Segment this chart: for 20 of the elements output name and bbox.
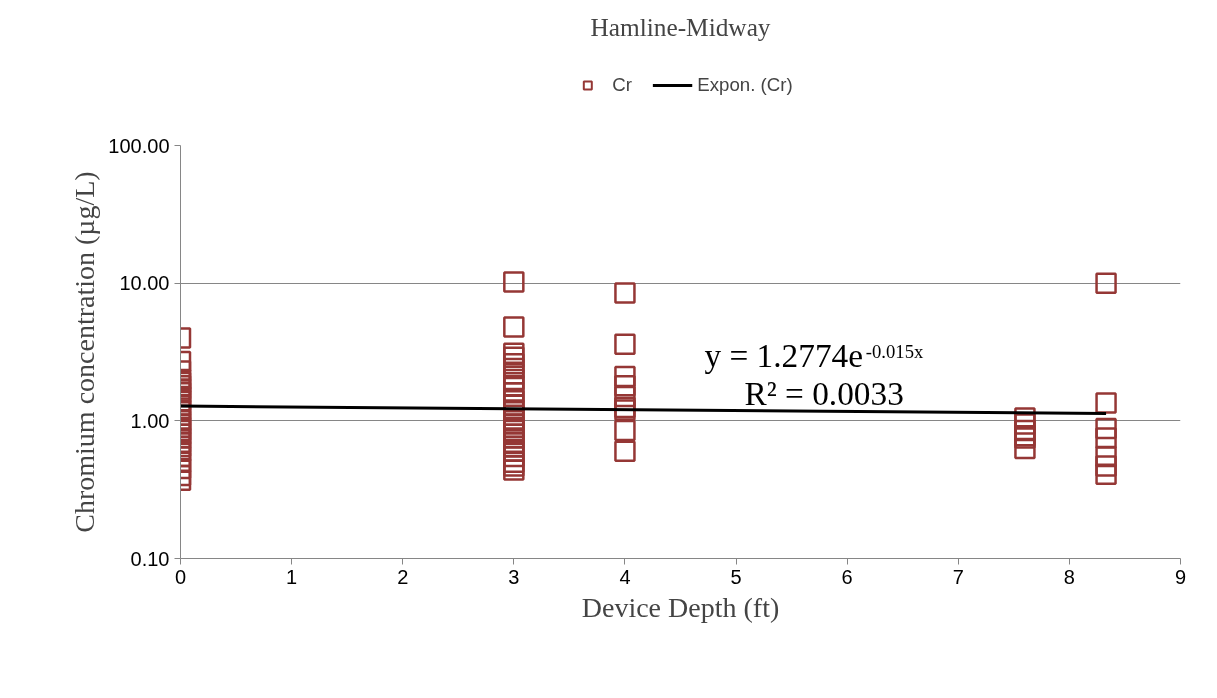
x-tick-label: 1 (286, 565, 298, 588)
x-tick-label: 7 (952, 565, 964, 588)
y-tick-label: 0.10 (130, 547, 170, 570)
x-tick-label: 2 (397, 565, 409, 588)
x-tick-label: 5 (730, 565, 742, 588)
annotation: R² = 0.0033 (744, 374, 904, 412)
x-tick-label: 0 (174, 565, 187, 588)
x-axis-title: Device Depth (ft) (581, 591, 780, 623)
x-tick-label: 4 (619, 565, 631, 588)
x-tick-label: 3 (508, 565, 520, 588)
y-axis-title: Chromium concentration (µg/L) (69, 171, 101, 533)
chart-title: Hamline-Midway (590, 12, 771, 41)
x-tick-label: 8 (1063, 565, 1075, 588)
legend-label: Cr (612, 74, 633, 96)
x-tick-label: 6 (841, 565, 853, 588)
y-tick-label: 100.00 (108, 134, 170, 157)
x-tick-label: 9 (1174, 565, 1187, 588)
y-tick-label: 1.00 (130, 409, 170, 432)
y-tick-label: 10.00 (119, 272, 170, 295)
legend-label: Expon. (Cr) (697, 74, 793, 96)
